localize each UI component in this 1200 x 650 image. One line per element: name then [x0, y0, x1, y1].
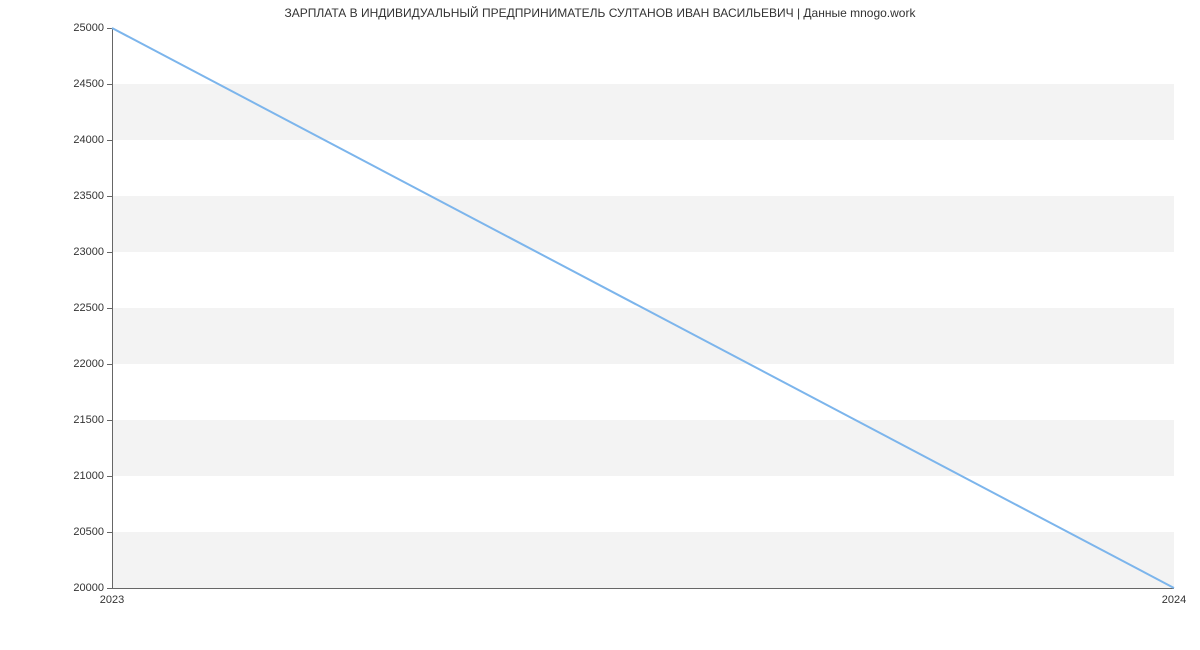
series-line-salary	[112, 28, 1174, 588]
salary-chart: ЗАРПЛАТА В ИНДИВИДУАЛЬНЫЙ ПРЕДПРИНИМАТЕЛ…	[0, 0, 1200, 650]
chart-title: ЗАРПЛАТА В ИНДИВИДУАЛЬНЫЙ ПРЕДПРИНИМАТЕЛ…	[0, 6, 1200, 20]
x-tick-label: 2024	[1162, 588, 1186, 606]
plot-area: 2000020500210002150022000225002300023500…	[112, 28, 1174, 588]
x-tick-label: 2023	[100, 588, 124, 606]
x-axis-line	[112, 588, 1174, 589]
line-layer	[112, 28, 1174, 588]
